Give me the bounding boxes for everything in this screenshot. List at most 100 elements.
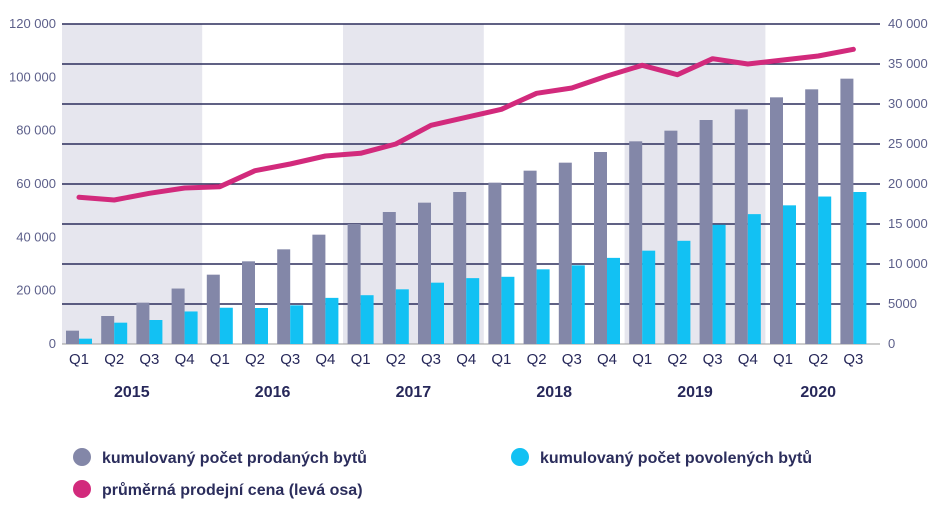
bar-permitted-15 xyxy=(607,257,620,344)
year-label-2018: 2018 xyxy=(536,384,572,401)
bar-permitted-20 xyxy=(783,205,796,344)
bar-sold-14 xyxy=(558,162,572,344)
legend-label-price: průměrná prodejní cena (levá osa) xyxy=(102,482,363,499)
bar-sold-16 xyxy=(629,141,643,344)
bar-sold-17 xyxy=(664,130,678,344)
bar-permitted-5 xyxy=(255,308,268,344)
bar-permitted-2 xyxy=(149,320,163,344)
legend-marker-price xyxy=(73,480,91,498)
bar-sold-7 xyxy=(312,234,326,344)
bar-permitted-19 xyxy=(747,214,761,344)
left-tick-5: 100 000 xyxy=(9,69,56,84)
bar-sold-4 xyxy=(206,274,220,344)
left-axis-ticks: 0 20 000 40 000 60 000 80 000 100 000 120 000 xyxy=(9,16,56,351)
bar-permitted-1 xyxy=(114,322,128,344)
quarter-label-14: Q3 xyxy=(562,351,582,368)
right-tick-5: 25 000 xyxy=(888,136,928,151)
bar-permitted-11 xyxy=(466,278,480,344)
legend-item-permitted: kumulovaný počet povolených bytů xyxy=(511,448,812,467)
quarter-label-2: Q3 xyxy=(139,351,159,368)
left-tick-6: 120 000 xyxy=(9,16,56,31)
quarter-label-8: Q1 xyxy=(351,351,371,368)
left-tick-3: 60 000 xyxy=(16,176,56,191)
quarter-label-11: Q4 xyxy=(456,351,476,368)
year-label-2019: 2019 xyxy=(677,384,713,401)
bar-permitted-16 xyxy=(642,250,656,344)
quarter-label-9: Q2 xyxy=(386,351,406,368)
bar-sold-6 xyxy=(277,249,291,344)
bar-sold-15 xyxy=(594,152,607,344)
bar-permitted-10 xyxy=(431,282,444,344)
bar-sold-20 xyxy=(770,97,783,344)
bar-permitted-12 xyxy=(501,276,515,344)
legend-marker-sold xyxy=(73,448,91,466)
bar-sold-10 xyxy=(418,202,431,344)
bar-permitted-4 xyxy=(219,307,233,344)
quarter-label-21: Q2 xyxy=(808,351,828,368)
quarter-label-18: Q3 xyxy=(703,351,723,368)
left-tick-4: 80 000 xyxy=(16,123,56,138)
legend-item-sold: kumulovaný počet prodaných bytů xyxy=(73,448,367,467)
price-line xyxy=(76,46,856,203)
bar-permitted-0 xyxy=(79,338,92,344)
year-label-2017: 2017 xyxy=(396,384,432,401)
right-tick-1: 5000 xyxy=(888,296,917,311)
bar-sold-1 xyxy=(101,316,115,344)
bar-permitted-6 xyxy=(290,305,304,344)
legend-label-sold: kumulovaný počet prodaných bytů xyxy=(102,450,367,467)
bar-sold-2 xyxy=(136,302,150,344)
bar-sold-5 xyxy=(242,261,255,344)
bar-permitted-9 xyxy=(395,289,409,344)
quarter-label-10: Q3 xyxy=(421,351,441,368)
quarter-label-22: Q3 xyxy=(843,351,863,368)
quarter-label-19: Q4 xyxy=(738,351,758,368)
quarter-label-1: Q2 xyxy=(104,351,124,368)
year-label-2020: 2020 xyxy=(800,384,836,401)
x-axis-ticks: Q1 Q2 Q3 Q4 Q1 Q2 Q3 Q4 Q1 Q2 Q3 Q4 Q1 Q2 Q3 Q4 Q1 Q2 Q3 Q4… xyxy=(69,351,863,368)
bar-sold-19 xyxy=(734,109,748,344)
bar-sold-13 xyxy=(523,170,537,344)
right-tick-7: 35 000 xyxy=(888,56,928,71)
bar-permitted-14 xyxy=(571,265,585,344)
right-tick-4: 20 000 xyxy=(888,176,928,191)
bar-permitted-21 xyxy=(818,196,832,344)
quarter-label-13: Q2 xyxy=(527,351,547,368)
quarter-label-6: Q3 xyxy=(280,351,300,368)
left-tick-0: 0 xyxy=(49,336,56,351)
bar-permitted-7 xyxy=(325,297,339,344)
bar-sold-8 xyxy=(347,224,361,344)
legend: kumulovaný počet prodaných bytů kumulova… xyxy=(73,448,812,499)
year-labels: 2015 2016 2017 2018 2019 2020 xyxy=(114,384,836,401)
quarter-label-16: Q1 xyxy=(632,351,652,368)
quarter-label-15: Q4 xyxy=(597,351,617,368)
bar-sold-21 xyxy=(805,89,819,344)
right-axis-ticks: 0 5000 10 000 15 000 20 000 25 000 30 000 35 00… xyxy=(888,16,928,351)
legend-label-permitted: kumulovaný počet povolených bytů xyxy=(540,450,812,467)
bar-sold-18 xyxy=(699,120,713,344)
bar-sold-9 xyxy=(382,212,396,344)
right-tick-3: 15 000 xyxy=(888,216,928,231)
bar-sold-22 xyxy=(840,78,854,345)
bar-permitted-22 xyxy=(853,192,867,344)
legend-item-price: průměrná prodejní cena (levá osa) xyxy=(73,480,363,499)
legend-marker-permitted xyxy=(511,448,529,466)
quarter-label-17: Q2 xyxy=(667,351,687,368)
quarter-label-7: Q4 xyxy=(315,351,335,368)
quarter-label-3: Q4 xyxy=(175,351,195,368)
year-label-2016: 2016 xyxy=(255,384,291,401)
bar-sold-12 xyxy=(488,182,502,344)
left-tick-1: 20 000 xyxy=(16,283,56,298)
quarter-label-12: Q1 xyxy=(491,351,511,368)
bar-permitted-13 xyxy=(536,269,550,344)
quarter-label-5: Q2 xyxy=(245,351,265,368)
bar-permitted-8 xyxy=(360,295,374,344)
bar-sold-3 xyxy=(171,288,185,344)
quarter-label-4: Q1 xyxy=(210,351,230,368)
quarter-label-0: Q1 xyxy=(69,351,89,368)
price-line-path xyxy=(76,46,856,203)
bar-sold-11 xyxy=(453,192,467,344)
right-tick-6: 30 000 xyxy=(888,96,928,111)
bar-permitted-17 xyxy=(677,240,691,344)
bar-permitted-3 xyxy=(184,311,198,344)
